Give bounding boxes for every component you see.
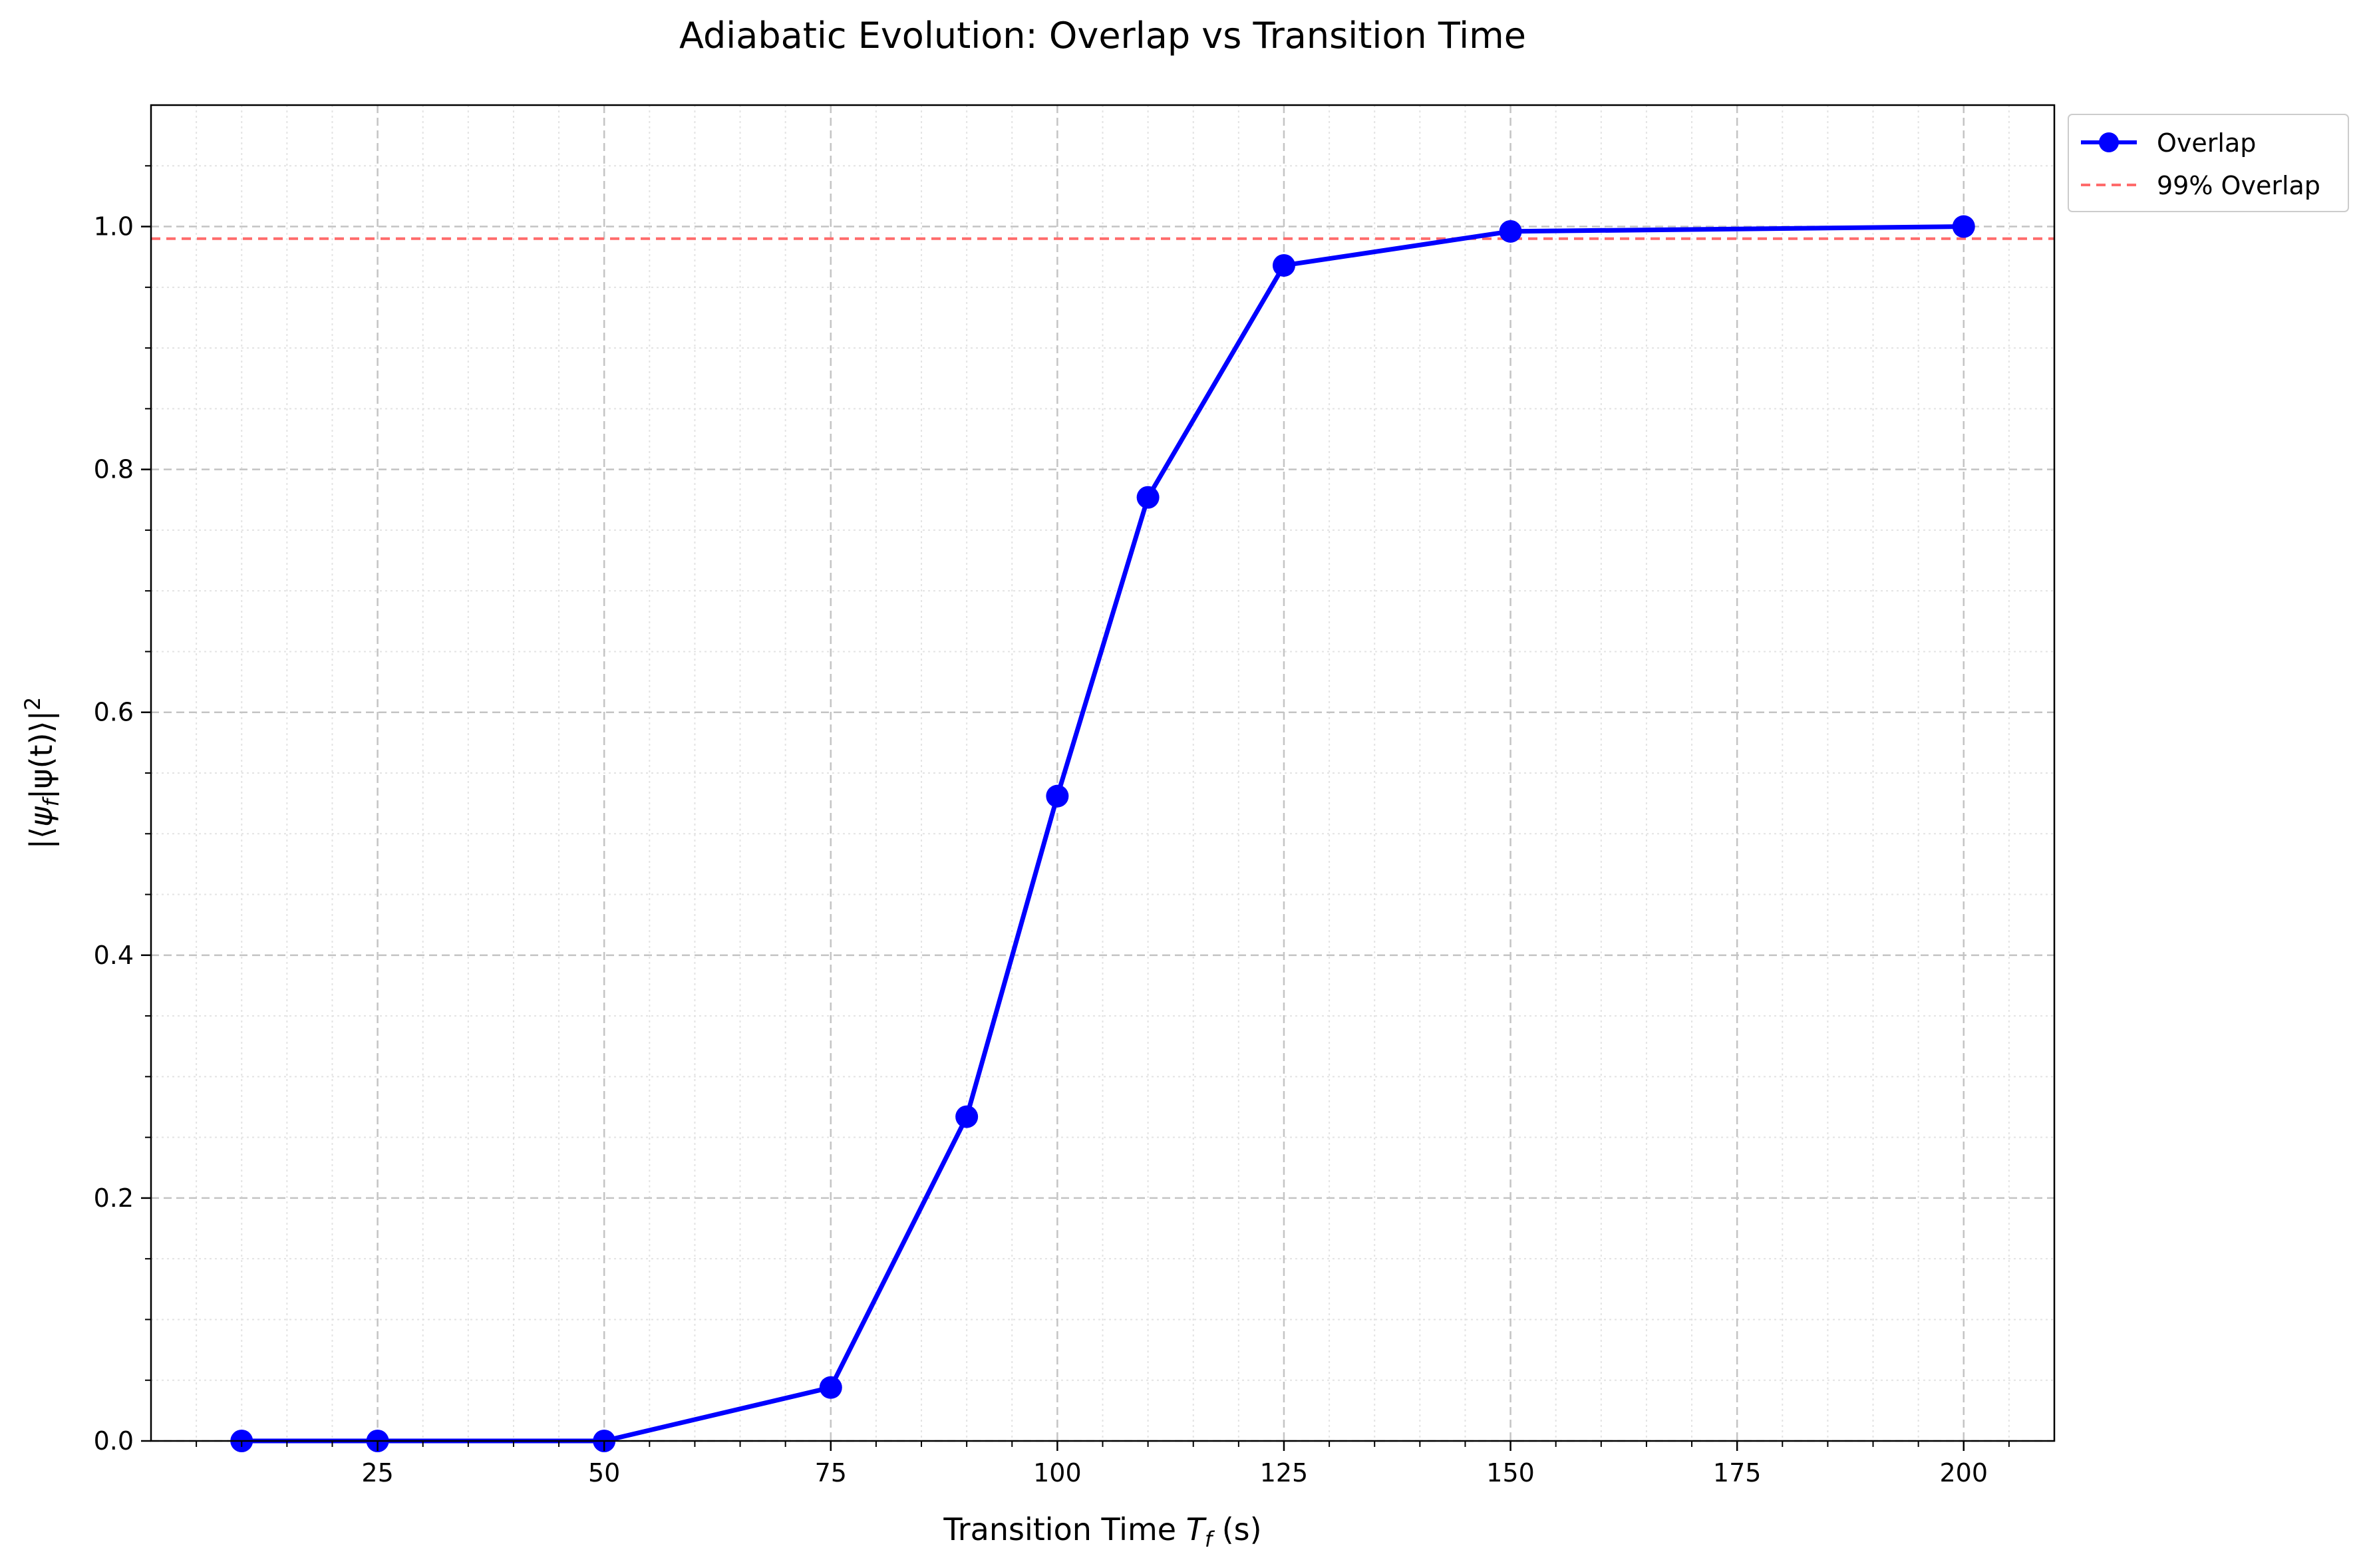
x-tick-label: 125 <box>1260 1458 1309 1488</box>
legend-marker-overlap <box>2099 132 2119 152</box>
data-point <box>1136 486 1160 509</box>
x-axis-label: Transition Time Tf (s) <box>943 1511 1261 1552</box>
y-tick-label: 0.8 <box>94 455 134 484</box>
data-point <box>1046 784 1069 808</box>
data-point <box>1499 220 1522 243</box>
y-tick-label: 1.0 <box>94 212 134 241</box>
data-point <box>819 1376 842 1399</box>
data-point <box>1272 253 1295 277</box>
axis-ticks: 25 50 75 100 125 150 175 200 0.0 0.2 0.4 0.6 0.8 1.0 <box>94 165 2010 1488</box>
x-tick-label: 200 <box>1939 1458 1988 1488</box>
x-tick-label: 175 <box>1713 1458 1762 1488</box>
grid <box>151 105 2054 1442</box>
y-tick-label: 0.2 <box>94 1183 134 1213</box>
data-point <box>1952 215 1975 238</box>
x-tick-label: 25 <box>361 1458 393 1488</box>
legend-label-overlap: Overlap <box>2157 128 2256 158</box>
x-tick-label: 150 <box>1486 1458 1535 1488</box>
y-tick-label: 0.6 <box>94 698 134 727</box>
x-tick-label: 100 <box>1033 1458 1082 1488</box>
data-point <box>955 1105 979 1128</box>
y-tick-label: 0.4 <box>94 941 134 970</box>
y-tick-label: 0.0 <box>94 1426 134 1456</box>
chart-title: Adiabatic Evolution: Overlap vs Transiti… <box>679 15 1526 57</box>
x-tick-label: 50 <box>588 1458 620 1488</box>
y-axis-label: |⟨ψf|ψ(t)⟩|2 <box>20 697 64 850</box>
legend-label-reference: 99% Overlap <box>2157 171 2320 200</box>
legend-box <box>2068 114 2349 212</box>
legend: Overlap 99% Overlap <box>2068 114 2349 212</box>
x-tick-label: 75 <box>815 1458 847 1488</box>
